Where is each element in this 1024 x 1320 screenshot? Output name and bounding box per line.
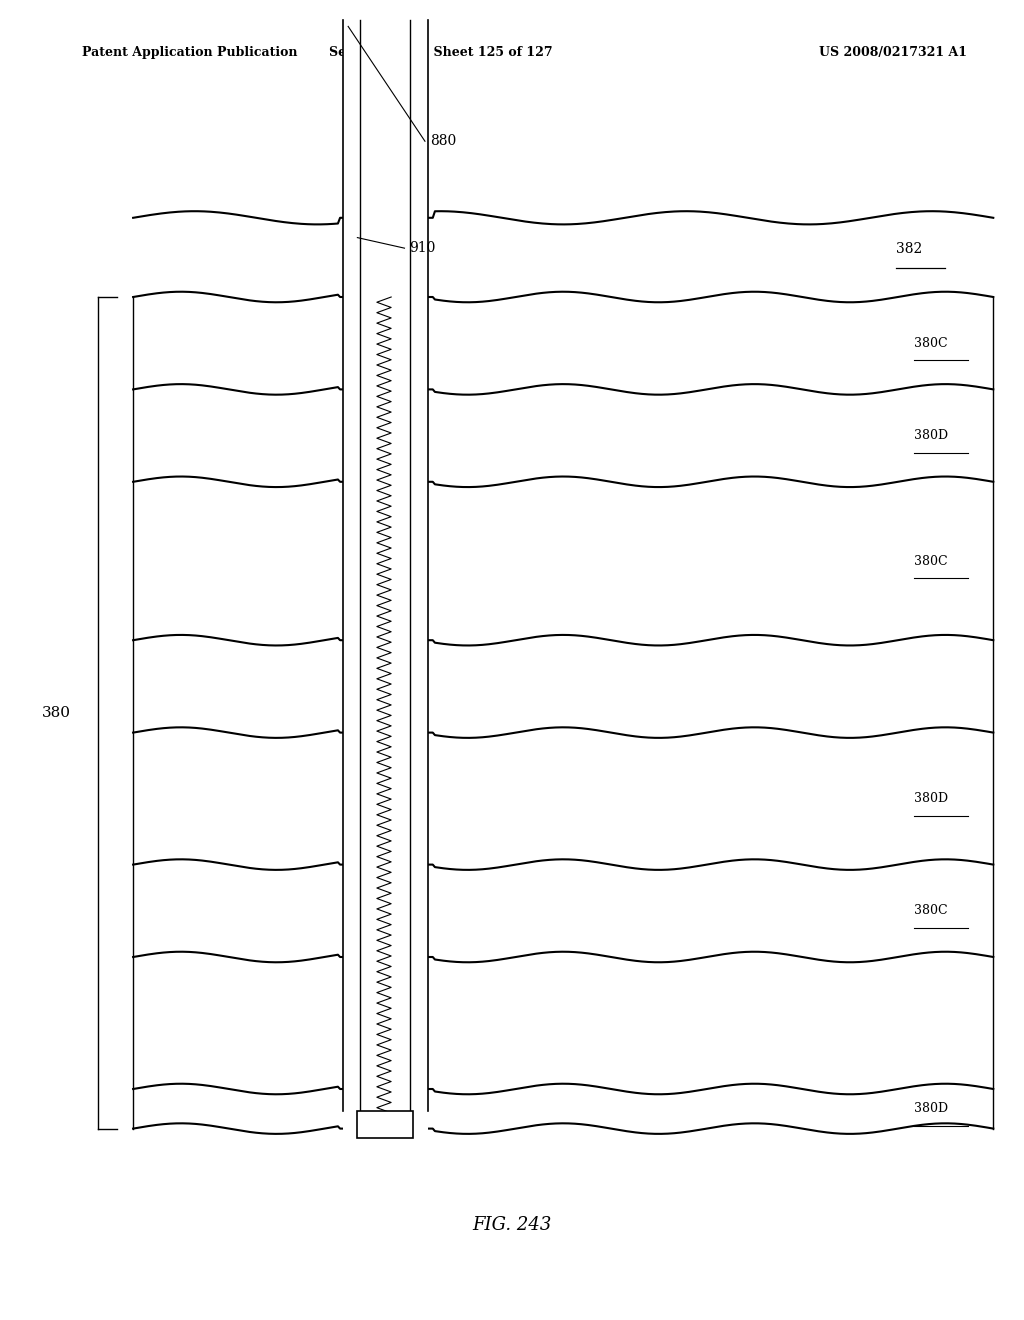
Bar <box>133 389 343 482</box>
Bar <box>428 1089 993 1129</box>
Bar <box>133 640 343 733</box>
Bar <box>428 733 993 865</box>
Text: 380D: 380D <box>914 792 948 805</box>
Bar <box>428 640 993 733</box>
Bar <box>428 957 993 1089</box>
Text: 380C: 380C <box>914 904 948 917</box>
Bar <box>133 1089 343 1129</box>
Text: 380D: 380D <box>914 1102 948 1115</box>
Bar <box>343 20 428 1138</box>
Text: Patent Application Publication: Patent Application Publication <box>82 46 297 59</box>
Bar <box>357 1111 413 1138</box>
Text: 380D: 380D <box>914 429 948 442</box>
Text: 380C: 380C <box>914 554 948 568</box>
Text: US 2008/0217321 A1: US 2008/0217321 A1 <box>819 46 968 59</box>
Bar <box>428 865 993 957</box>
Text: FIG. 243: FIG. 243 <box>472 1216 552 1234</box>
Bar <box>133 957 343 1089</box>
Bar <box>133 297 343 389</box>
Text: Sep. 11, 2008  Sheet 125 of 127: Sep. 11, 2008 Sheet 125 of 127 <box>329 46 552 59</box>
Bar <box>133 733 343 865</box>
Bar <box>133 482 343 640</box>
Text: 880: 880 <box>430 135 457 148</box>
Text: 380C: 380C <box>914 337 948 350</box>
Bar <box>428 482 993 640</box>
Text: 380: 380 <box>42 706 71 719</box>
Text: 382: 382 <box>896 242 923 256</box>
Bar <box>133 865 343 957</box>
Text: 910: 910 <box>410 242 436 255</box>
Bar <box>428 389 993 482</box>
Bar <box>428 297 993 389</box>
